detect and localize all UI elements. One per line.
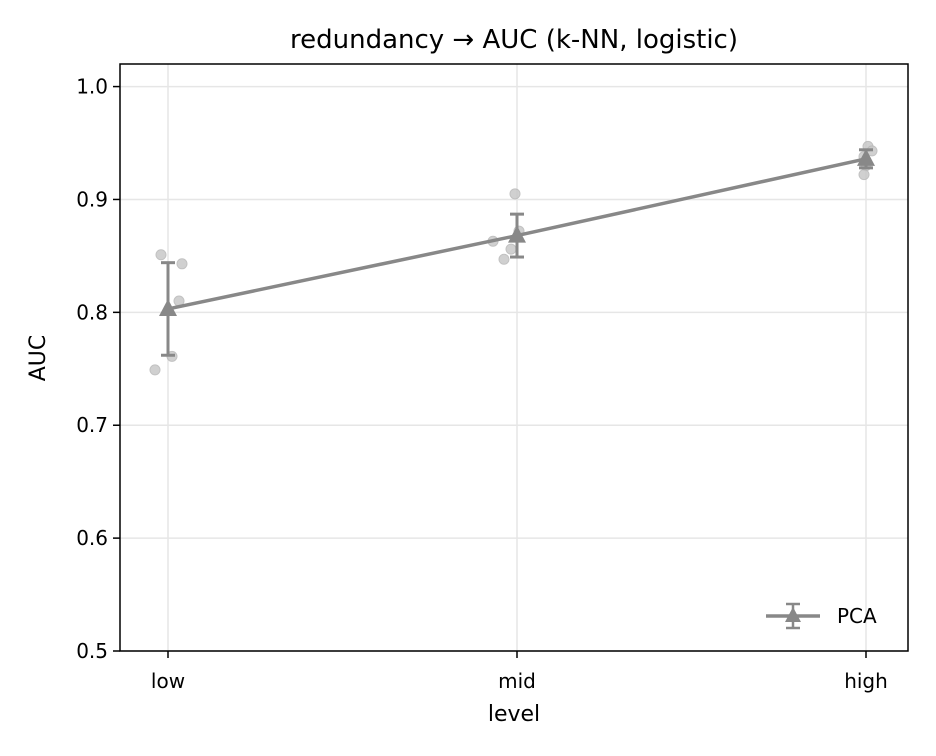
raw-point — [498, 253, 510, 265]
raw-point — [505, 243, 517, 255]
y-tick-label: 1.0 — [76, 75, 108, 99]
grid — [120, 64, 908, 652]
legend-label: PCA — [837, 604, 877, 628]
y-tick-label: 0.7 — [76, 413, 108, 437]
y-tick-label: 0.8 — [76, 300, 108, 324]
x-tick-label: high — [844, 669, 888, 693]
data-point — [857, 148, 875, 166]
legend: PCA — [766, 602, 877, 630]
axis-ticks: 0.5 0.6 0.7 0.8 0.9 1.0 low mid high — [76, 75, 888, 693]
y-tick-label: 0.6 — [76, 526, 108, 550]
raw-point — [149, 364, 161, 376]
chart-title: redundancy → AUC (k-NN, logistic) — [290, 25, 738, 55]
raw-point — [176, 258, 188, 270]
y-tick-label: 0.9 — [76, 187, 108, 211]
raw-point — [858, 169, 870, 181]
x-tick-label: low — [151, 669, 185, 693]
y-axis-label: AUC — [26, 335, 51, 382]
x-axis-label: level — [488, 702, 540, 727]
raw-points — [149, 140, 878, 376]
y-tick-label: 0.5 — [76, 639, 108, 663]
legend-marker — [785, 607, 801, 622]
x-tick-label: mid — [498, 669, 536, 693]
raw-point — [509, 188, 521, 200]
data-point — [159, 298, 177, 316]
plot-frame — [119, 63, 909, 652]
data-point — [508, 225, 526, 243]
raw-point — [155, 249, 167, 261]
series-layer — [159, 148, 875, 357]
